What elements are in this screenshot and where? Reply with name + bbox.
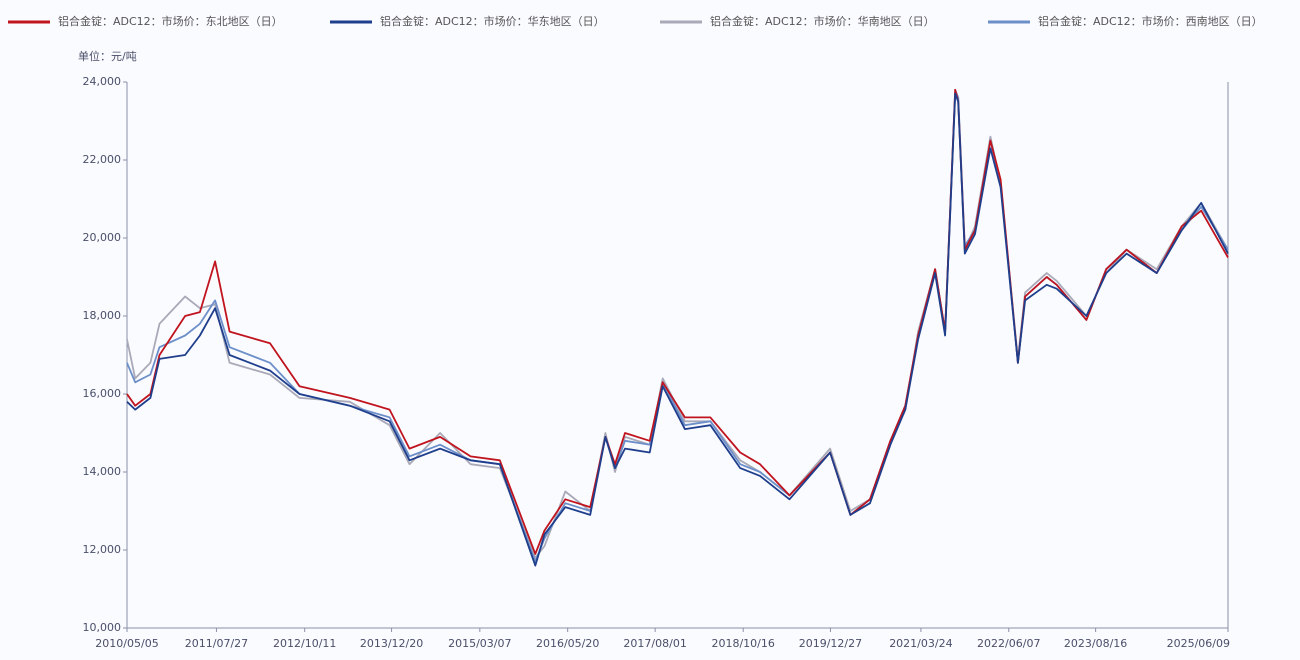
x-tick-label: 2018/10/16 [711,637,774,650]
y-tick-label: 22,000 [83,153,122,166]
y-tick-label: 14,000 [83,465,122,478]
x-tick-label: 2011/07/27 [185,637,248,650]
y-tick-label: 16,000 [83,387,122,400]
legend: 铝合金锭：ADC12：市场价：东北地区（日） 铝合金锭：ADC12：市场价：华东地… [8,14,1263,28]
x-tick-label: 2021/03/24 [889,637,952,650]
unit-label: 单位：元/吨 [78,49,137,63]
legend-label: 铝合金锭：ADC12：市场价：华南地区（日） [710,14,935,28]
legend-label: 铝合金锭：ADC12：市场价：华东地区（日） [380,14,605,28]
legend-label: 铝合金锭：ADC12：市场价：西南地区（日） [1038,14,1263,28]
y-tick-label: 20,000 [83,231,122,244]
legend-label: 铝合金锭：ADC12：市场价：东北地区（日） [58,14,283,28]
x-tick-label: 2017/08/01 [623,637,686,650]
x-tick-label: 2022/06/07 [977,637,1040,650]
series-line [126,92,1229,559]
x-tick-label: 2019/12/27 [799,637,862,650]
x-tick-label: 2015/03/07 [448,637,511,650]
x-tick-label: 2016/05/20 [536,637,599,650]
y-tick-label: 10,000 [83,621,122,634]
y-tick-label: 12,000 [83,543,122,556]
x-tick-label: 2013/12/20 [360,637,423,650]
series-line [126,92,1229,567]
x-tick-label: 2025/06/09 [1167,637,1230,650]
series-line [126,88,1229,555]
x-tick-label: 2012/10/11 [273,637,336,650]
y-tick-label: 24,000 [83,75,122,88]
y-tick-label: 18,000 [83,309,122,322]
x-tick-label: 2010/05/05 [95,637,158,650]
x-tick-label: 2023/08/16 [1064,637,1127,650]
